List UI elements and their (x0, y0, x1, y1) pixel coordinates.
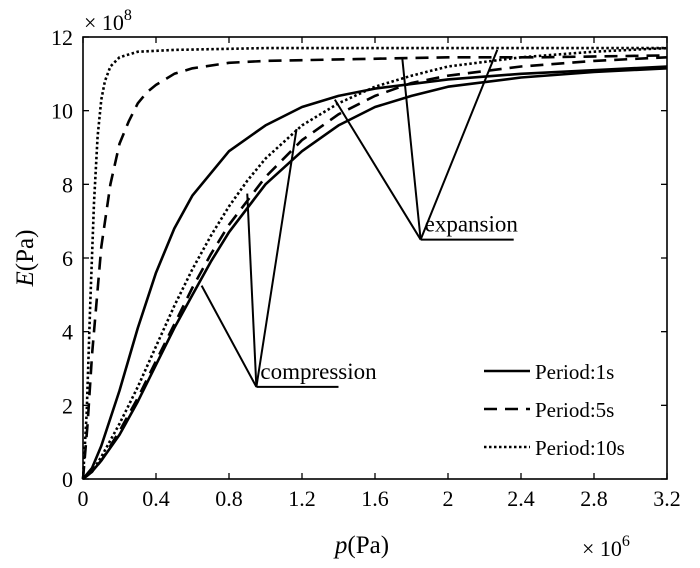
annotation-expansion: expansion (333, 49, 519, 241)
x-tick-label: 3.2 (653, 486, 681, 511)
series-line-compression (81, 46, 667, 480)
series-line-compression (81, 54, 668, 480)
series-line-compression (81, 65, 668, 480)
x-tick-label: 2.4 (507, 486, 535, 511)
annotation-label: compression (260, 359, 377, 384)
y-exponent-power: 8 (124, 7, 132, 24)
annotation-layer: compression expansion (200, 49, 519, 388)
leader-line (419, 49, 499, 240)
x-tick-label: 1.6 (361, 486, 389, 511)
y-axis-exponent: × 108 (84, 7, 132, 35)
legend: Period:1s Period:5s Period:10s (484, 360, 625, 460)
y-tick-label: 10 (51, 99, 73, 124)
leader-line (200, 285, 258, 388)
x-exponent-power: 6 (622, 533, 630, 550)
series-line-expansion (82, 56, 668, 481)
x-tick-label: 2 (443, 486, 454, 511)
y-tick-label: 4 (62, 320, 73, 345)
leader-line (333, 99, 422, 241)
x-axis-label-unit: (Pa) (347, 532, 389, 559)
y-axis-label-unit: (Pa) (12, 230, 39, 272)
legend-label: Period:5s (535, 398, 614, 422)
annotation-compression: compression (200, 128, 377, 388)
x-tick-label: 1.2 (288, 486, 316, 511)
x-axis-label: p(Pa) (333, 532, 389, 559)
annotation-label: expansion (425, 212, 519, 237)
legend-label: Period:10s (535, 436, 625, 460)
series-line-expansion (82, 46, 668, 481)
leader-line (255, 128, 298, 388)
x-tick-label: 2.8 (580, 486, 608, 511)
y-tick-label: 8 (62, 172, 73, 197)
y-tick-label: 6 (62, 246, 73, 271)
series-layer (81, 46, 668, 481)
y-tick-label: 0 (62, 467, 73, 492)
x-tick-label: 0.4 (142, 486, 170, 511)
leader-line (401, 58, 422, 240)
y-exponent-base: × 10 (84, 10, 124, 35)
series-solid (81, 65, 668, 481)
x-axis-exponent: × 106 (582, 533, 630, 561)
ticks-layer: 0 0.4 0.8 1.2 1.6 2 2.4 2.8 3.2 0 2 4 6 8 10 12 (51, 25, 681, 511)
series-dashed (81, 54, 668, 481)
y-tick-label: 2 (62, 393, 73, 418)
leader-line (246, 193, 258, 387)
x-axis-label-symbol: p (333, 532, 348, 559)
plot-area: compression expansion 0 0.4 0.8 1.2 1.6 2 2.4 2.… (51, 25, 681, 511)
series-line-expansion (82, 67, 668, 481)
y-axis-label-symbol: E (12, 271, 39, 287)
x-tick-label: 0 (78, 486, 89, 511)
y-tick-label: 12 (51, 25, 73, 50)
legend-label: Period:1s (535, 360, 614, 384)
series-dotted (81, 46, 668, 481)
x-exponent-base: × 10 (582, 536, 622, 561)
y-axis-label: E(Pa) (12, 230, 39, 288)
x-tick-label: 0.8 (215, 486, 243, 511)
